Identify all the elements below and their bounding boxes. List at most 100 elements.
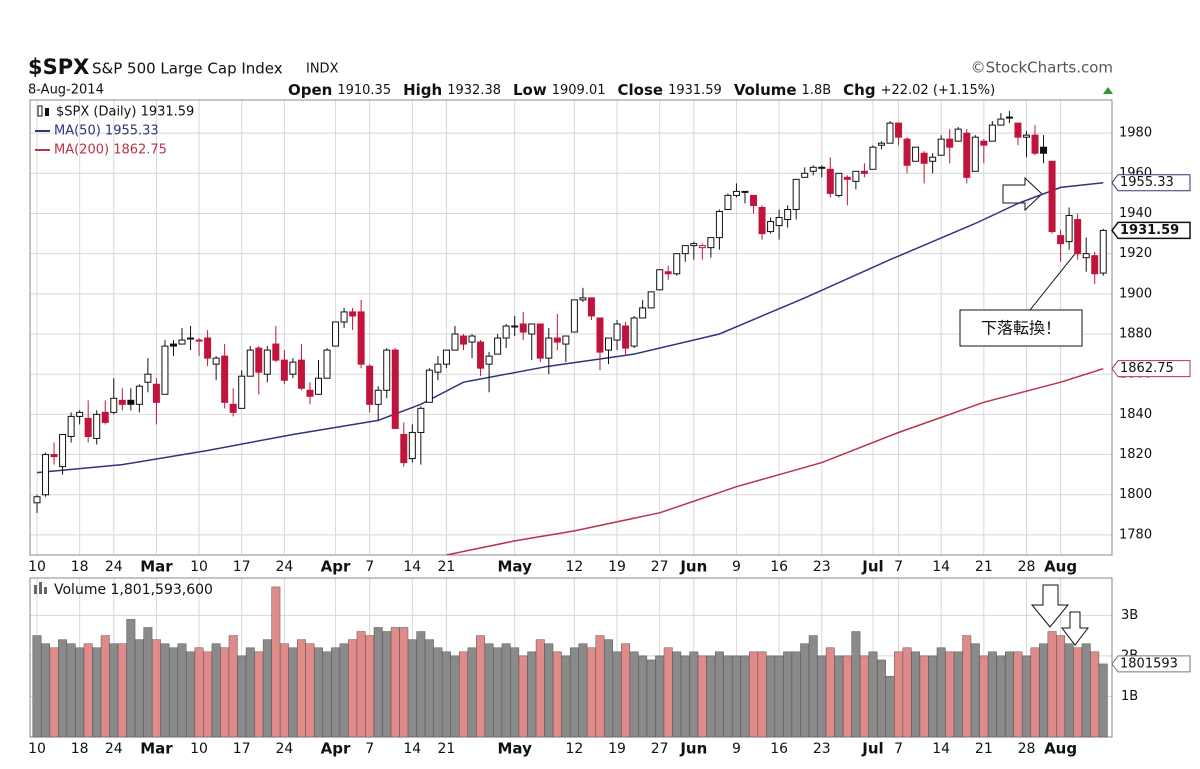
x-tick-label: 27 — [651, 559, 669, 575]
volume-bar — [552, 651, 562, 738]
candle-body — [391, 349, 399, 429]
candle-body — [161, 345, 169, 395]
volume-bar — [220, 647, 230, 738]
volume-bar — [160, 643, 170, 738]
volume-bar — [288, 647, 298, 738]
candle-body — [698, 245, 706, 249]
candle-body — [340, 311, 348, 323]
volume-bar — [32, 635, 42, 738]
quote-label: Close — [618, 81, 664, 99]
candle-body — [639, 307, 647, 319]
x-tick-label: 7 — [894, 559, 903, 575]
volume-bar — [953, 651, 963, 738]
x-tick-label: 10 — [190, 741, 208, 757]
candle-body — [690, 243, 698, 247]
volume-bar — [621, 643, 631, 738]
x-tick-label: 21 — [975, 741, 993, 757]
volume-bar — [672, 651, 682, 738]
volume-bar — [1081, 643, 1091, 738]
volume-bar — [638, 655, 648, 738]
volume-bar — [92, 647, 102, 738]
volume-bar — [527, 651, 537, 738]
volume-bar — [194, 647, 204, 738]
candle-body — [255, 347, 263, 373]
volume-bar — [100, 635, 110, 738]
candle-body — [50, 454, 58, 458]
candle-body — [442, 349, 450, 365]
volume-bar — [211, 643, 221, 738]
volume-bar — [493, 647, 503, 738]
x-tick-label: 18 — [71, 559, 89, 575]
volume-bar — [109, 643, 119, 738]
price-tag-label: 1862.75 — [1120, 361, 1174, 376]
candle-body — [536, 323, 544, 359]
price-tag-label: 1955.33 — [1120, 175, 1174, 190]
candle-body — [1022, 134, 1030, 138]
candle-body — [528, 323, 536, 335]
volume-bar — [271, 586, 281, 738]
candle-body — [562, 335, 570, 345]
candle-body — [860, 170, 868, 174]
candle-body — [374, 389, 382, 405]
x-tick-label: 16 — [770, 741, 788, 757]
volume-bar — [851, 631, 861, 738]
candle-body — [178, 339, 186, 345]
volume-bar — [774, 655, 784, 738]
x-tick-label: 7 — [365, 559, 374, 575]
volume-bar — [646, 659, 656, 738]
candle-body — [221, 355, 229, 403]
x-tick-label: 12 — [565, 559, 583, 575]
volume-bar — [928, 655, 938, 738]
quote-value: 1909.01 — [552, 83, 606, 98]
candle-body — [715, 210, 723, 239]
volume-tick-label: 3B — [1121, 608, 1138, 623]
volume-bar — [1064, 643, 1074, 738]
volume-bar — [740, 655, 750, 738]
candle-body — [963, 132, 971, 178]
volume-bar — [484, 643, 494, 738]
x-tick-label: 14 — [403, 741, 421, 757]
y-tick-label: 1920 — [1119, 246, 1152, 261]
candle-body — [988, 124, 996, 142]
x-tick-label: 14 — [932, 559, 950, 575]
volume-bar — [331, 647, 341, 738]
x-tick-label: 21 — [438, 741, 456, 757]
candle-body — [366, 365, 374, 405]
x-tick-label: Mar — [140, 740, 173, 758]
volume-bar — [296, 639, 306, 738]
x-tick-label: 28 — [1018, 741, 1036, 757]
candle-body — [1099, 229, 1107, 274]
candle-body — [622, 325, 630, 349]
volume-bar — [501, 643, 511, 738]
candle-body — [169, 343, 177, 347]
candle-body — [280, 359, 288, 381]
price-tag — [1111, 221, 1191, 240]
candle-body — [664, 271, 672, 275]
candle-body — [434, 363, 442, 373]
y-tick-label: 1820 — [1119, 447, 1152, 462]
candle-body — [826, 168, 834, 194]
x-tick-label: 10 — [28, 559, 46, 575]
y-tick-label: 1940 — [1119, 206, 1152, 221]
candle-body — [511, 325, 519, 328]
candle-body — [767, 221, 775, 233]
volume-bar — [587, 647, 596, 738]
volume-bar — [936, 647, 946, 738]
x-tick-label: 24 — [105, 559, 123, 575]
candle-body — [1005, 116, 1013, 119]
candle-body — [502, 325, 510, 339]
volume-bar — [749, 651, 758, 738]
candle-body — [144, 373, 152, 383]
candle-body — [519, 323, 527, 333]
price-tag — [1111, 360, 1191, 378]
arrow-down — [1030, 584, 1070, 628]
volume-bar — [348, 639, 358, 738]
volume-bar — [962, 635, 972, 738]
volume-bar — [186, 651, 195, 738]
volume-bar — [424, 639, 434, 738]
candle-body — [869, 146, 877, 170]
volume-bar — [126, 619, 136, 738]
candle-body — [912, 146, 920, 162]
ma-line — [36, 181, 1104, 474]
